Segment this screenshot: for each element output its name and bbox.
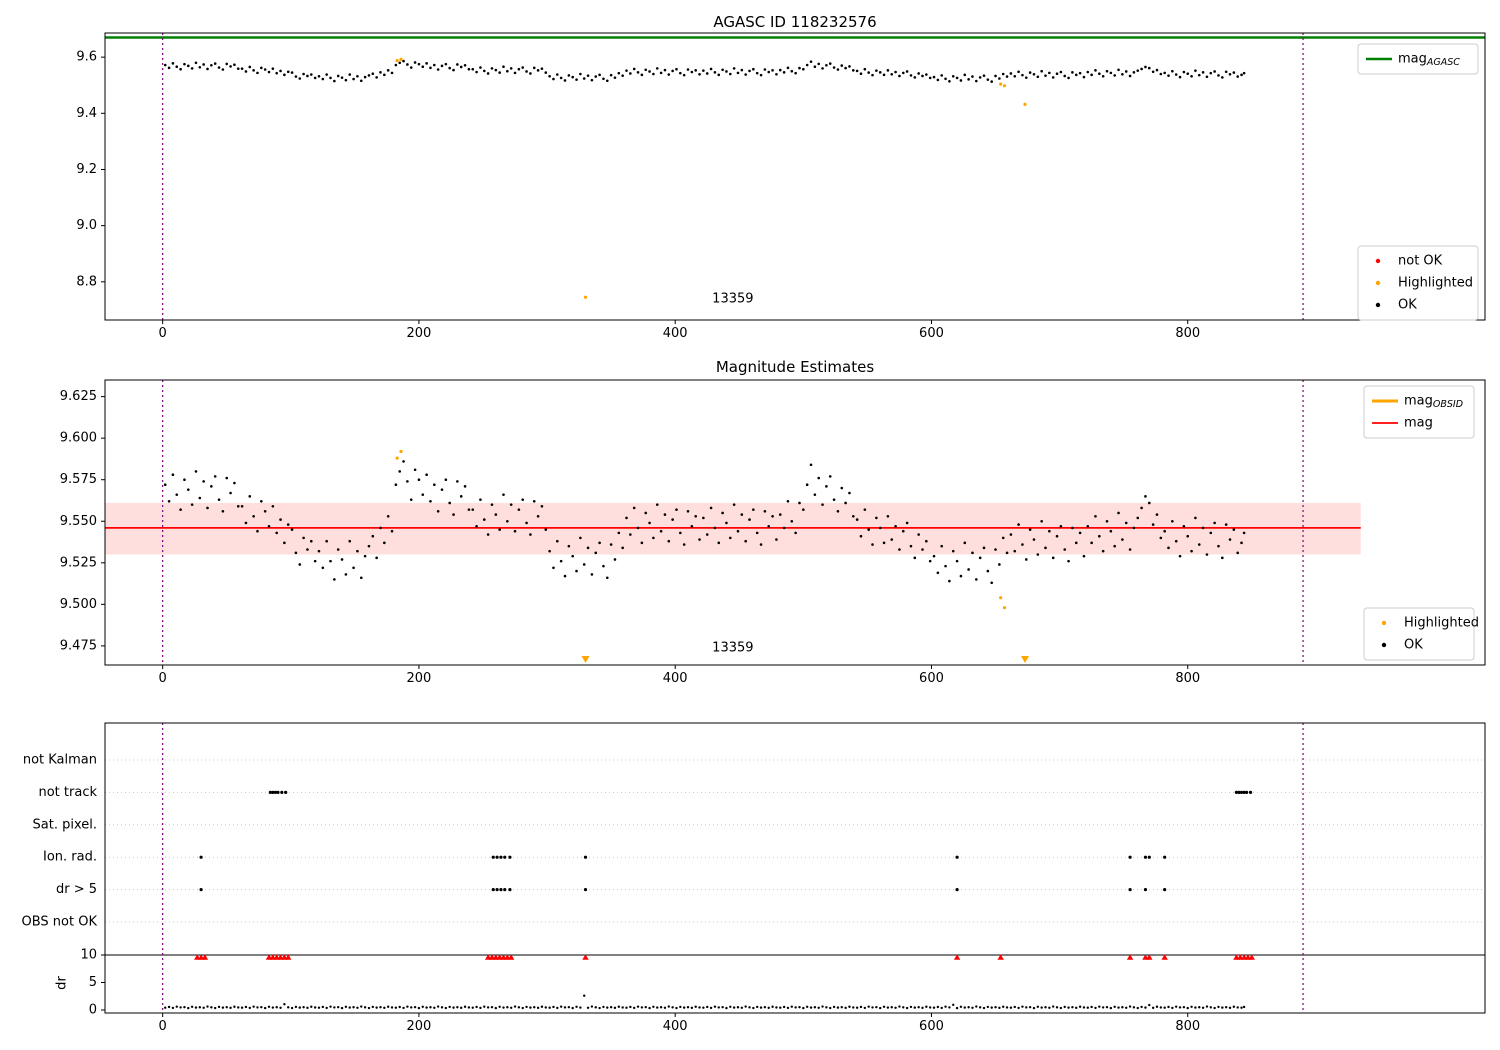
svg-text:5: 5	[89, 975, 97, 990]
svg-text:9.600: 9.600	[60, 431, 97, 446]
svg-text:9.500: 9.500	[60, 597, 97, 612]
svg-text:600: 600	[919, 326, 944, 341]
svg-text:9.0: 9.0	[76, 218, 97, 233]
obsid-annotation: 13359	[712, 641, 753, 656]
svg-text:9.475: 9.475	[60, 638, 97, 653]
y-axis-ticks: 8.8 9.0 9.2 9.4 9.6	[76, 50, 105, 289]
svg-text:9.4: 9.4	[76, 106, 97, 121]
svg-text:0: 0	[159, 1019, 167, 1034]
svg-text:400: 400	[663, 326, 688, 341]
dr-flag-triangles	[194, 954, 1255, 960]
flag-row-label: dr > 5	[56, 882, 97, 897]
panel-agasc-mag: AGASC ID 118232576 13359 0 200 400 600 800 8.8…	[76, 13, 1486, 341]
axes-frame	[104, 379, 1486, 666]
panel-magnitude-estimates: Magnitude Estimates 13359 0 200 400 600 800 9.…	[60, 358, 1486, 686]
svg-text:0: 0	[159, 671, 167, 686]
svg-text:0: 0	[89, 1003, 97, 1018]
svg-text:200: 200	[407, 671, 432, 686]
svg-text:800: 800	[1175, 1019, 1200, 1034]
svg-text:Highlighted: Highlighted	[1404, 616, 1479, 631]
flag-row-label: Ion. rad.	[43, 850, 97, 865]
x-axis-ticks: 0 200 400 600 800	[159, 1013, 1200, 1034]
svg-text:400: 400	[663, 671, 688, 686]
flag-row-label: Sat. pixel.	[33, 817, 97, 832]
highlighted-points	[395, 449, 1007, 610]
flag-row-gridlines	[105, 759, 1485, 923]
ok-points	[163, 460, 1246, 585]
dr-axis-ticks: 0 5 10	[80, 948, 105, 1018]
svg-text:600: 600	[919, 1019, 944, 1034]
svg-text:0: 0	[159, 326, 167, 341]
svg-text:mag: mag	[1404, 416, 1433, 431]
legend-mag-agasc: magAGASC	[1357, 43, 1479, 75]
ok-points	[163, 59, 1246, 83]
flag-points	[199, 790, 1253, 892]
svg-text:OK: OK	[1404, 638, 1423, 653]
flag-row-label: not Kalman	[23, 753, 97, 768]
svg-text:9.550: 9.550	[60, 514, 97, 529]
svg-text:10: 10	[80, 948, 97, 963]
svg-text:9.2: 9.2	[76, 162, 97, 177]
svg-text:not OK: not OK	[1398, 254, 1443, 269]
svg-text:200: 200	[407, 1019, 432, 1034]
svg-text:Highlighted: Highlighted	[1398, 276, 1473, 291]
highlighted-points	[395, 57, 1027, 299]
svg-text:8.8: 8.8	[76, 274, 97, 289]
axes-frame	[104, 32, 1486, 321]
y-axis-ticks: 9.475 9.500 9.525 9.550 9.575 9.600 9.625	[60, 389, 105, 653]
clipped-highlighted-triangles	[581, 656, 1029, 663]
x-axis-ticks: 0 200 400 600 800	[159, 665, 1200, 686]
svg-text:OK: OK	[1398, 298, 1417, 313]
svg-text:9.6: 9.6	[76, 50, 97, 65]
svg-text:200: 200	[407, 326, 432, 341]
dr-points	[164, 994, 1246, 1010]
middle-panel-title: Magnitude Estimates	[716, 358, 874, 376]
svg-text:800: 800	[1175, 326, 1200, 341]
svg-text:400: 400	[663, 1019, 688, 1034]
svg-text:9.625: 9.625	[60, 389, 97, 404]
top-panel-title: AGASC ID 118232576	[713, 13, 876, 31]
svg-text:9.575: 9.575	[60, 472, 97, 487]
legend-top-markers: not OK Highlighted OK	[1357, 245, 1479, 321]
obsid-annotation: 13359	[712, 291, 753, 306]
svg-text:9.525: 9.525	[60, 555, 97, 570]
svg-text:800: 800	[1175, 671, 1200, 686]
dr-axis-label: dr	[55, 976, 70, 990]
legend-mid-markers: Highlighted OK	[1363, 607, 1479, 661]
panel-flags-dr: not Kalman not track Sat. pixel. Ion. rad. d…	[22, 722, 1486, 1034]
flag-row-label: OBS not OK	[22, 915, 98, 930]
x-axis-ticks: 0 200 400 600 800	[159, 320, 1200, 341]
axes-frame	[104, 722, 1486, 1014]
flag-row-label: not track	[38, 785, 97, 800]
svg-text:600: 600	[919, 671, 944, 686]
